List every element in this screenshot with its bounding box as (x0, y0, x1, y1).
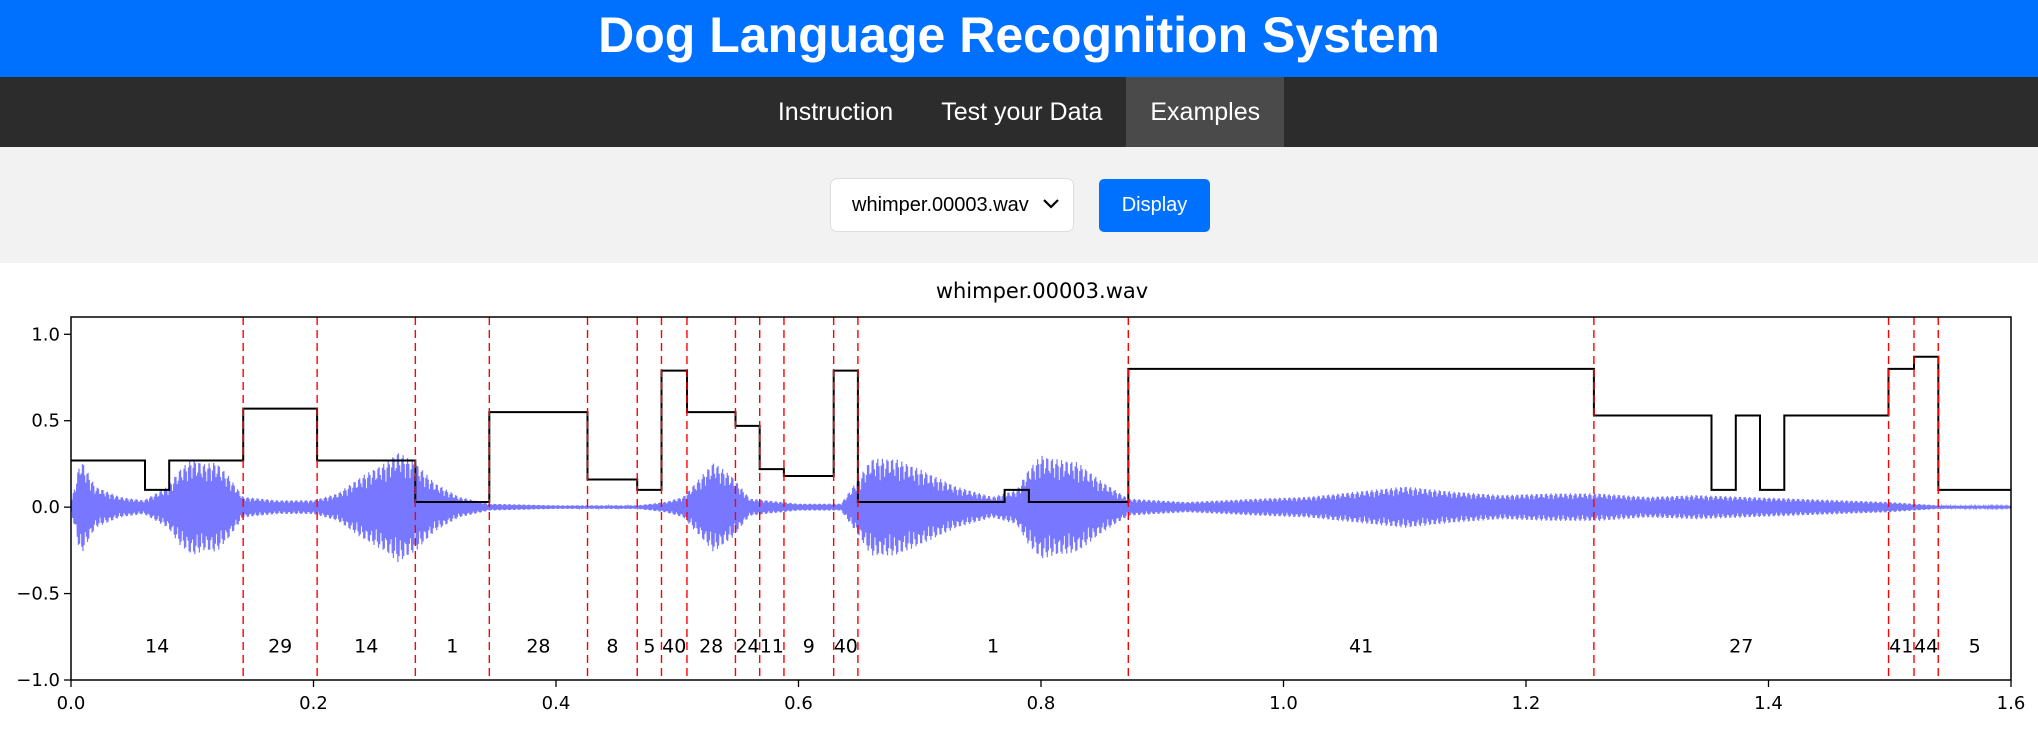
chart-title: whimper.00003.wav (936, 279, 1148, 303)
segment-label: 24 (735, 635, 759, 657)
segment-label: 1 (987, 635, 999, 657)
step-line-layer (71, 355, 2011, 503)
nav-examples[interactable]: Examples (1126, 77, 1285, 147)
y-tick-label: 0.5 (31, 411, 60, 432)
segment-label: 14 (145, 635, 169, 657)
segment-label: 28 (526, 635, 550, 657)
segment-label: 44 (1914, 635, 1938, 657)
step-line (71, 355, 2011, 503)
segment-label: 41 (1349, 635, 1373, 657)
segment-label: 1 (446, 635, 458, 657)
x-tick-label: 1.6 (1997, 693, 2026, 714)
segment-label: 29 (268, 635, 292, 657)
segment-label: 28 (699, 635, 723, 657)
segment-label-layer: 14 29 14 1 28 8 5 40 28 24 11 9 40 1 41 27 41 44 5 (145, 635, 1981, 657)
app-header: Dog Language Recognition System (0, 0, 2038, 77)
x-tick-label: 0.6 (784, 693, 813, 714)
nav-instruction[interactable]: Instruction (777, 98, 894, 126)
y-tick-label: −0.5 (16, 584, 60, 605)
app-title: Dog Language Recognition System (598, 7, 1440, 63)
controls-panel: whimper.00003.wav Display (0, 147, 2038, 263)
boundary-layer (242, 317, 1939, 680)
nav-test-your-data[interactable]: Test your Data (941, 98, 1103, 126)
axes-layer: 0.0 0.2 0.4 0.6 0.8 1.0 1.2 1.4 1.6 1.0 0.5 0.0 −0.5… (16, 316, 2026, 714)
x-tick-label: 0.8 (1027, 693, 1056, 714)
segment-label: 41 (1889, 635, 1913, 657)
waveform-trace (70, 453, 2012, 563)
chevron-down-icon (1043, 199, 1059, 209)
x-tick-label: 1.0 (1269, 693, 1298, 714)
waveform-layer (70, 453, 2012, 563)
waveform-chart: whimper.00003.wav 14 29 14 1 28 8 5 40 28 24 11 9 40… (16, 279, 2026, 714)
y-tick-label: 0.0 (31, 497, 60, 518)
segment-label: 5 (643, 635, 655, 657)
file-select-value: whimper.00003.wav (852, 194, 1029, 216)
segment-label: 11 (760, 635, 784, 657)
segment-label: 9 (803, 635, 815, 657)
x-tick-label: 0.4 (542, 693, 571, 714)
segment-label: 40 (834, 635, 858, 657)
segment-label: 8 (606, 635, 618, 657)
segment-label: 5 (1969, 635, 1981, 657)
y-tick-label: −1.0 (16, 670, 60, 691)
waveform-plot: whimper.00003.wav 14 29 14 1 28 8 5 40 28 24 11 9 40… (2, 263, 2036, 728)
display-button[interactable]: Display (1099, 179, 1210, 232)
x-tick-label: 1.2 (1512, 693, 1541, 714)
segment-label: 27 (1729, 635, 1753, 657)
x-tick-label: 0.2 (299, 693, 328, 714)
segment-label: 14 (354, 635, 378, 657)
file-select[interactable]: whimper.00003.wav (830, 178, 1074, 232)
segment-label: 40 (662, 635, 686, 657)
x-tick-label: 0.0 (57, 693, 86, 714)
x-tick-label: 1.4 (1754, 693, 1783, 714)
y-tick-label: 1.0 (31, 324, 60, 345)
nav-bar: Instruction Test your Data Examples (0, 77, 2038, 147)
